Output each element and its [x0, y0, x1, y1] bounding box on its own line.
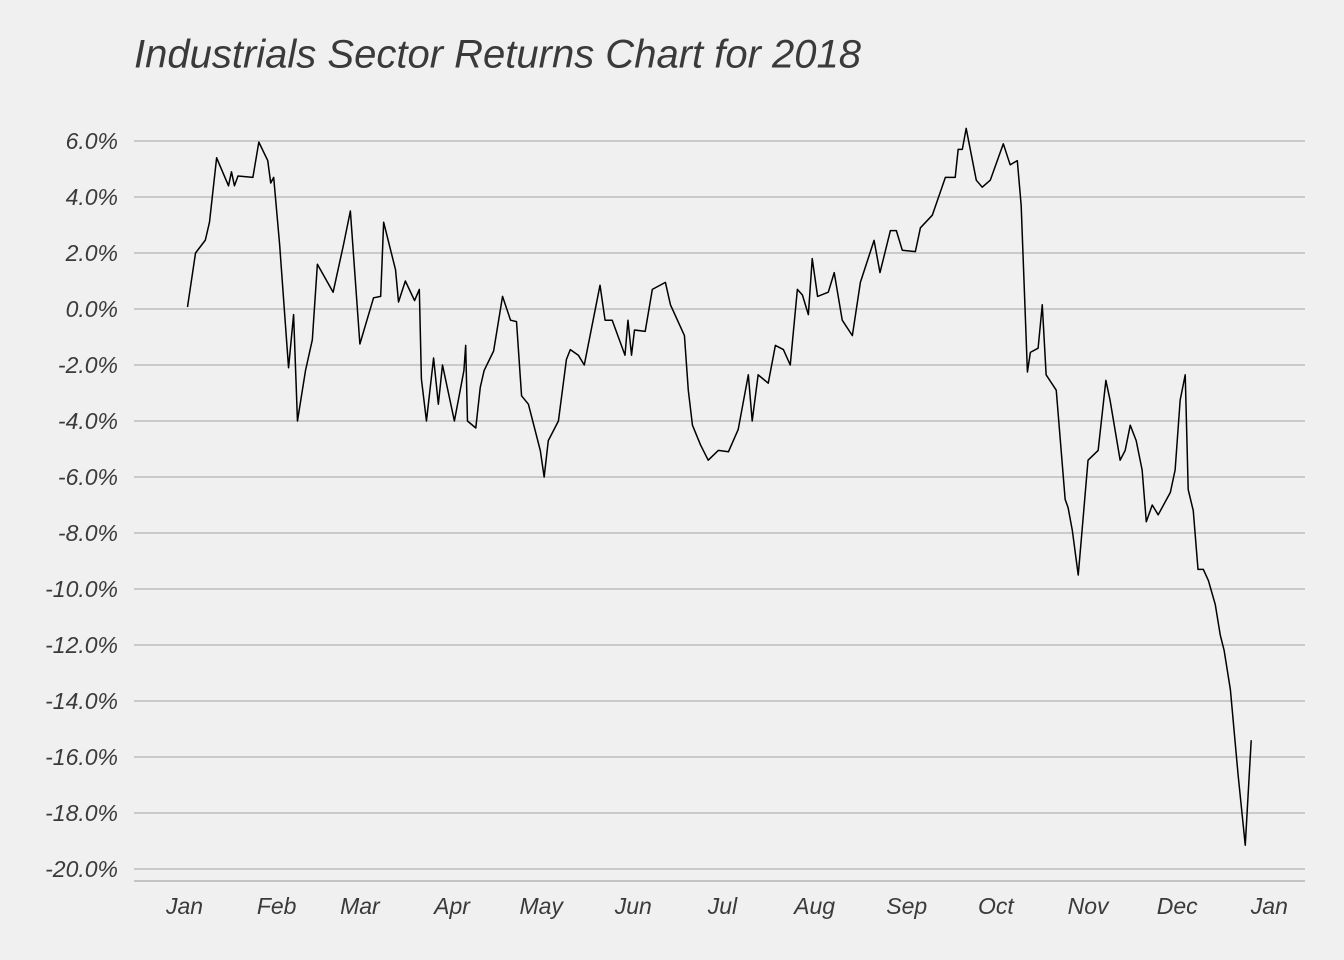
- y-tick-label: -18.0%: [45, 800, 118, 826]
- y-tick-label: 4.0%: [66, 184, 118, 210]
- y-tick-label: -2.0%: [58, 352, 118, 378]
- x-tick-label: Apr: [432, 893, 471, 919]
- y-tick-label: -12.0%: [45, 632, 118, 658]
- y-tick-label: -16.0%: [45, 744, 118, 770]
- x-tick-label: Mar: [340, 893, 381, 919]
- x-tick-label: Dec: [1157, 893, 1198, 919]
- y-tick-label: -4.0%: [58, 408, 118, 434]
- x-tick-label: Sep: [886, 893, 927, 919]
- chart-title: Industrials Sector Returns Chart for 201…: [134, 33, 862, 77]
- x-tick-label: Jul: [707, 893, 738, 919]
- x-tick-label: Jun: [614, 893, 652, 919]
- y-tick-label: 2.0%: [65, 240, 118, 266]
- x-tick-label: Aug: [792, 893, 835, 919]
- y-tick-label: 6.0%: [66, 128, 118, 154]
- x-tick-label: Jan: [165, 893, 203, 919]
- y-tick-label: -10.0%: [45, 576, 118, 602]
- x-tick-label: Oct: [978, 893, 1015, 919]
- y-tick-label: -8.0%: [58, 520, 118, 546]
- data-line: [186, 127, 1252, 846]
- x-tick-label: Nov: [1068, 893, 1110, 919]
- y-tick-label: -14.0%: [45, 688, 118, 714]
- y-tick-label: -20.0%: [45, 856, 118, 882]
- y-tick-label: -6.0%: [58, 464, 118, 490]
- x-tick-label: May: [519, 893, 564, 919]
- x-tick-label: Feb: [257, 893, 297, 919]
- x-tick-label: Jan: [1250, 893, 1288, 919]
- y-tick-label: 0.0%: [66, 296, 118, 322]
